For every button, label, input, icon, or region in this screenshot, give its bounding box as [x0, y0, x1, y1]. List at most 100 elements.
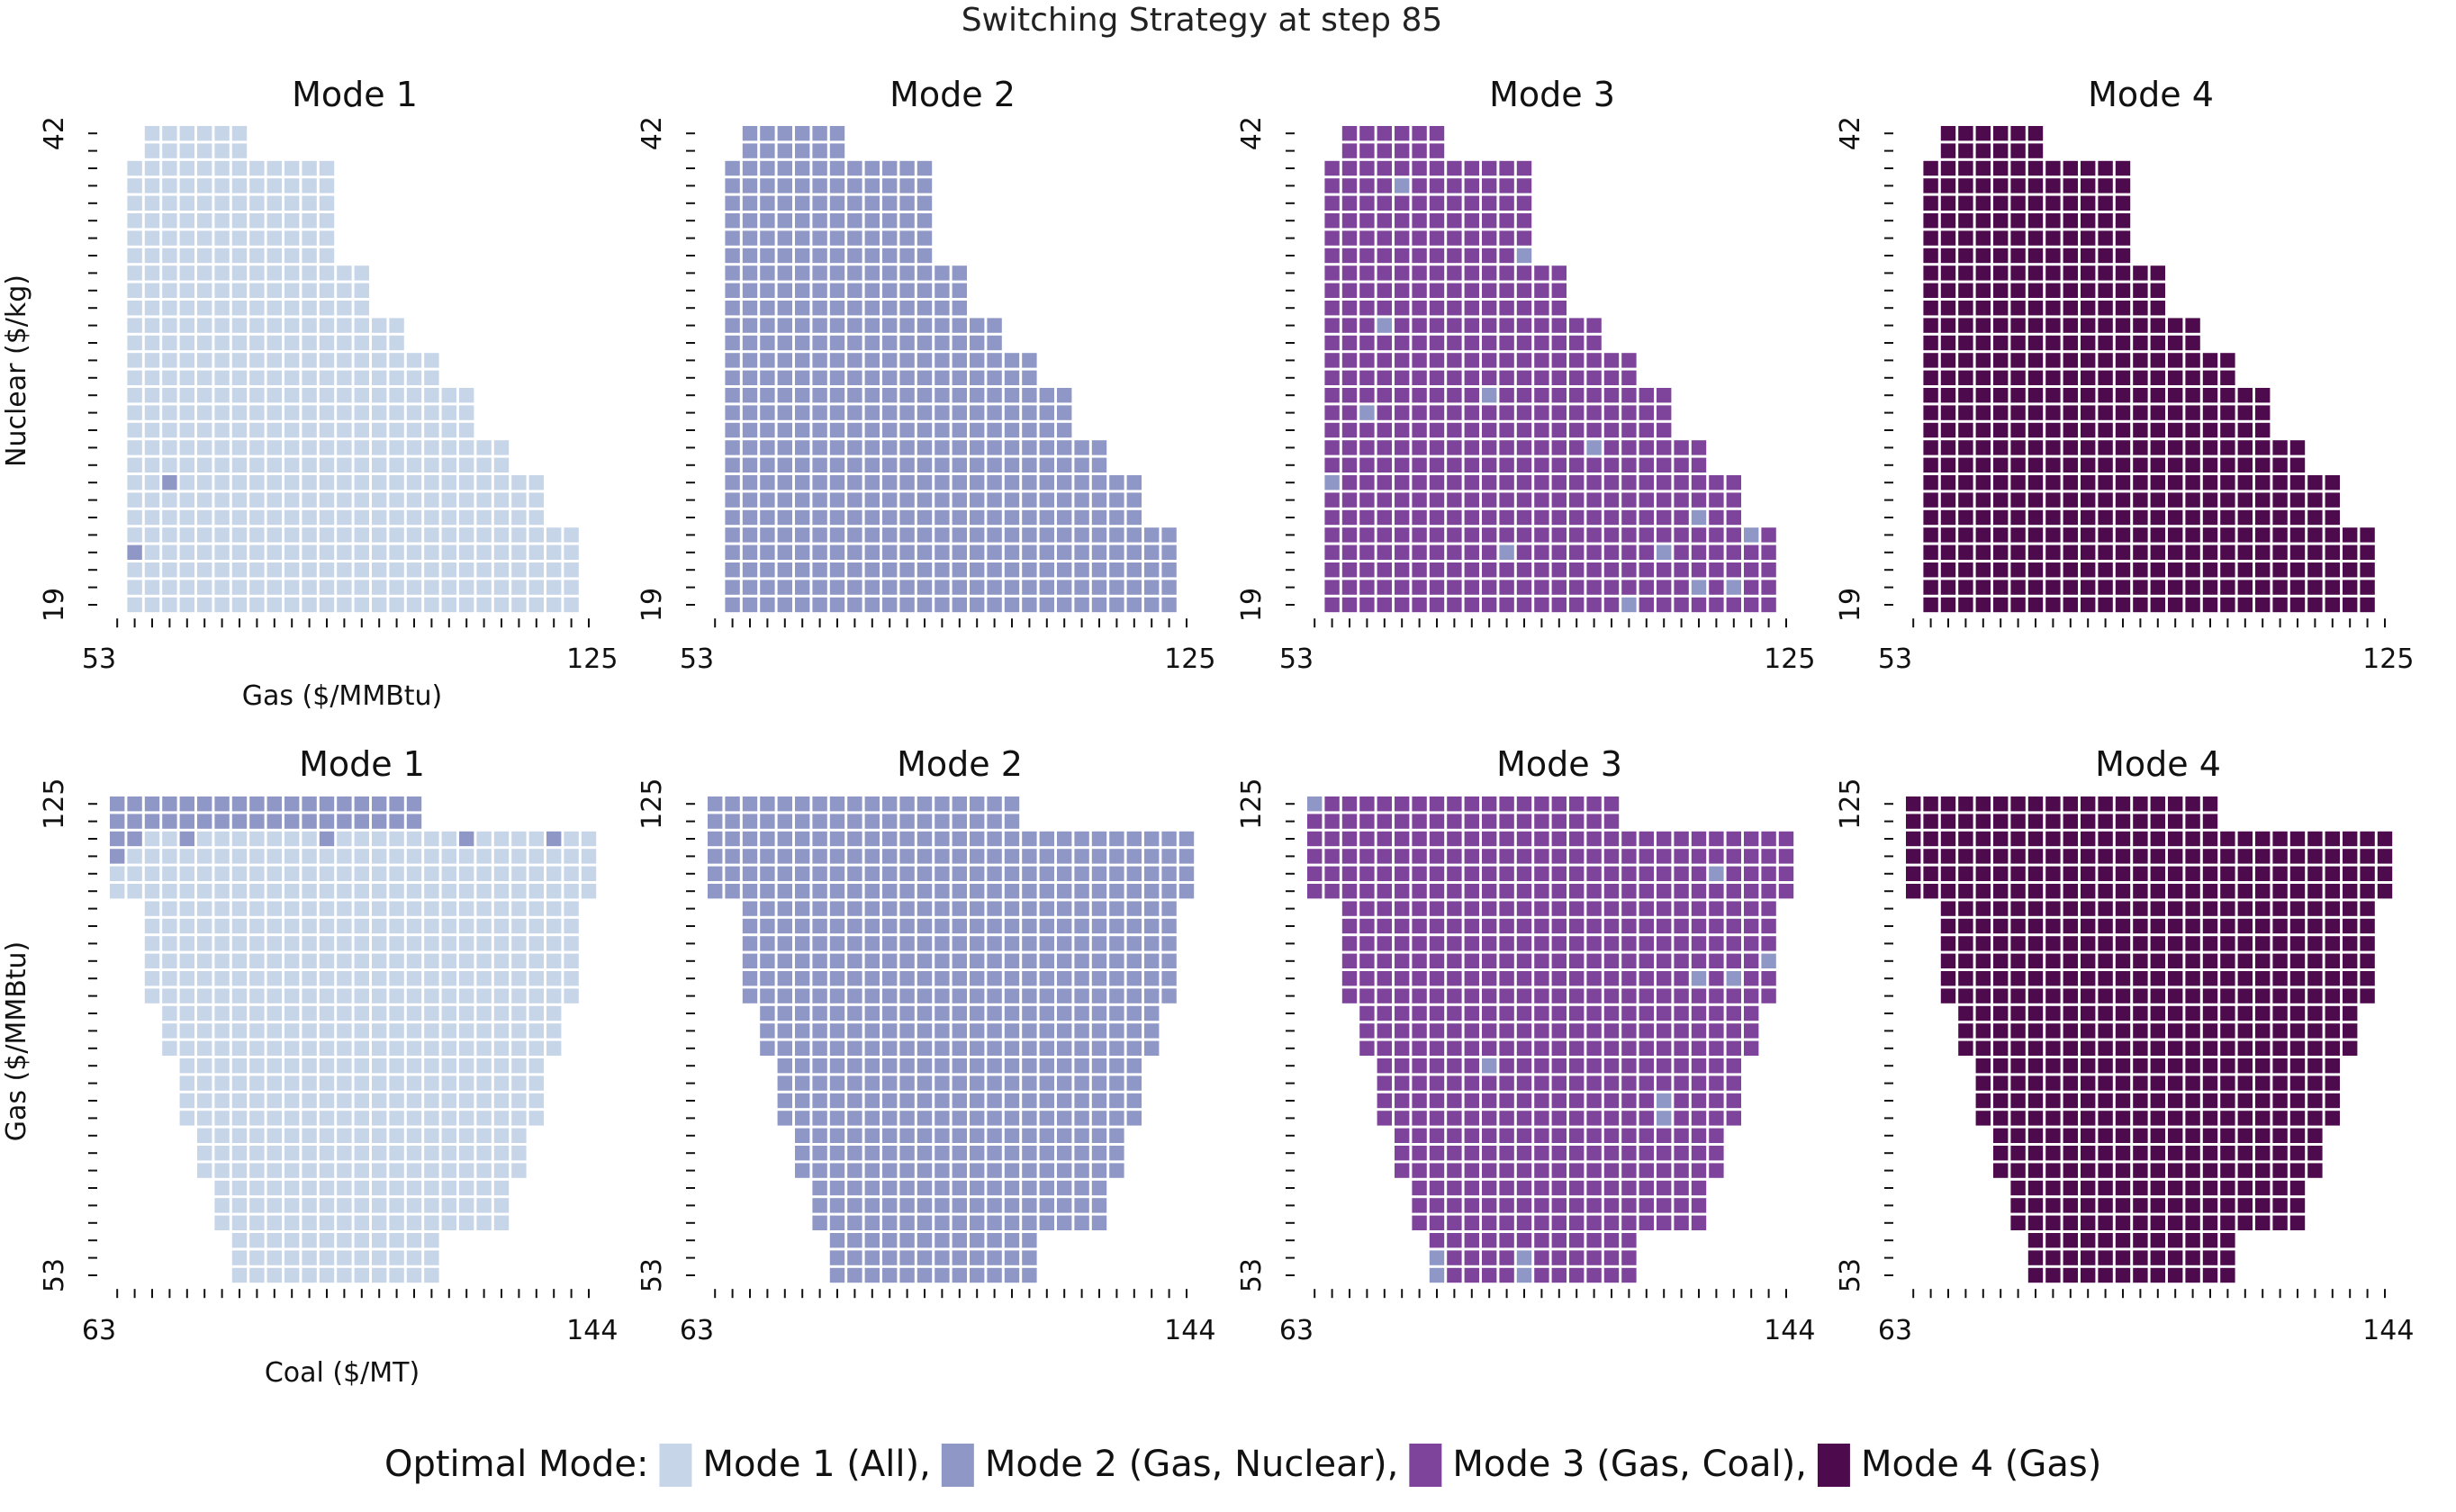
cell: [2289, 901, 2306, 916]
cell: [1377, 160, 1392, 176]
cell: [864, 440, 880, 455]
cell: [1691, 831, 1707, 847]
cell: [1377, 143, 1392, 158]
cell: [1074, 901, 1089, 916]
cell: [1022, 1198, 1037, 1213]
cell: [1057, 492, 1072, 508]
cell: [1341, 248, 1358, 264]
cell: [1709, 562, 1724, 578]
cell: [725, 866, 740, 881]
cell: [284, 1040, 300, 1056]
cell: [2255, 988, 2271, 1004]
cell: [1975, 509, 1991, 526]
cell: [162, 178, 177, 194]
cell: [249, 405, 265, 420]
cell: [935, 1005, 950, 1022]
cell: [777, 1023, 792, 1039]
cell: [2289, 457, 2306, 472]
cell: [1621, 597, 1637, 613]
cell: [266, 988, 282, 1004]
cell: [1022, 405, 1037, 420]
cell: [2045, 266, 2061, 281]
cell: [197, 230, 212, 246]
cell: [2098, 849, 2113, 864]
cell: [1022, 370, 1037, 385]
cell: [2081, 405, 2096, 420]
cell: [2081, 335, 2096, 351]
cell: [760, 318, 775, 333]
cell: [2045, 422, 2061, 438]
cell: [882, 988, 898, 1004]
cell: [1395, 457, 1410, 472]
cell: [1464, 266, 1479, 281]
cell: [266, 1058, 282, 1074]
cell: [2027, 527, 2044, 543]
cell: [1691, 1023, 1707, 1039]
cell: [1395, 580, 1410, 595]
cell: [2045, 1005, 2061, 1022]
cell: [1639, 953, 1654, 968]
cell: [1691, 1093, 1707, 1109]
cell: [302, 1250, 317, 1265]
cell: [795, 597, 810, 613]
cell: [441, 405, 456, 420]
cell: [1074, 971, 1089, 986]
cell: [110, 796, 125, 812]
cell: [1657, 971, 1672, 986]
cell: [1516, 213, 1532, 229]
cell: [1639, 1146, 1654, 1161]
cell: [1377, 230, 1392, 246]
cell: [1586, 953, 1602, 968]
cell: [528, 544, 544, 560]
cell: [2185, 1040, 2200, 1056]
cell: [144, 335, 160, 351]
cell: [2185, 884, 2200, 899]
cell: [372, 1198, 387, 1213]
cell: [1341, 160, 1358, 176]
cell: [1039, 405, 1054, 420]
cell: [144, 440, 160, 455]
cell: [777, 126, 792, 141]
cell: [812, 544, 827, 560]
cell: [1709, 831, 1724, 847]
cell: [1126, 1093, 1142, 1109]
cell: [1975, 230, 1991, 246]
cell: [1761, 580, 1776, 595]
cell: [231, 953, 248, 968]
cell: [372, 988, 387, 1004]
cell: [459, 1076, 474, 1091]
cell: [1499, 849, 1514, 864]
cell: [970, 440, 985, 455]
cell: [2220, 1267, 2235, 1283]
cell: [1569, 1093, 1585, 1109]
cell: [1603, 422, 1620, 438]
cell: [1039, 1023, 1054, 1039]
cell: [2098, 936, 2113, 951]
cell: [1359, 831, 1375, 847]
cell: [179, 195, 194, 211]
cell: [1569, 492, 1585, 508]
cell: [952, 1233, 967, 1248]
cell: [742, 353, 758, 368]
cell: [760, 831, 775, 847]
cell: [1039, 562, 1054, 578]
cell: [1341, 866, 1358, 881]
cell: [319, 318, 335, 333]
cell: [1395, 901, 1410, 916]
cell: [284, 796, 300, 812]
cell: [2081, 814, 2096, 829]
cell: [564, 527, 579, 543]
cell: [389, 457, 404, 472]
cell: [2081, 884, 2096, 899]
cell: [1464, 160, 1479, 176]
cell: [354, 988, 369, 1004]
cell: [266, 814, 282, 829]
cell: [2027, 178, 2044, 194]
cell: [249, 195, 265, 211]
cell: [511, 1128, 527, 1143]
cell: [1429, 1146, 1445, 1161]
cells: [725, 126, 1177, 613]
cell: [1429, 195, 1445, 211]
cell: [1586, 884, 1602, 899]
cell: [1341, 597, 1358, 613]
